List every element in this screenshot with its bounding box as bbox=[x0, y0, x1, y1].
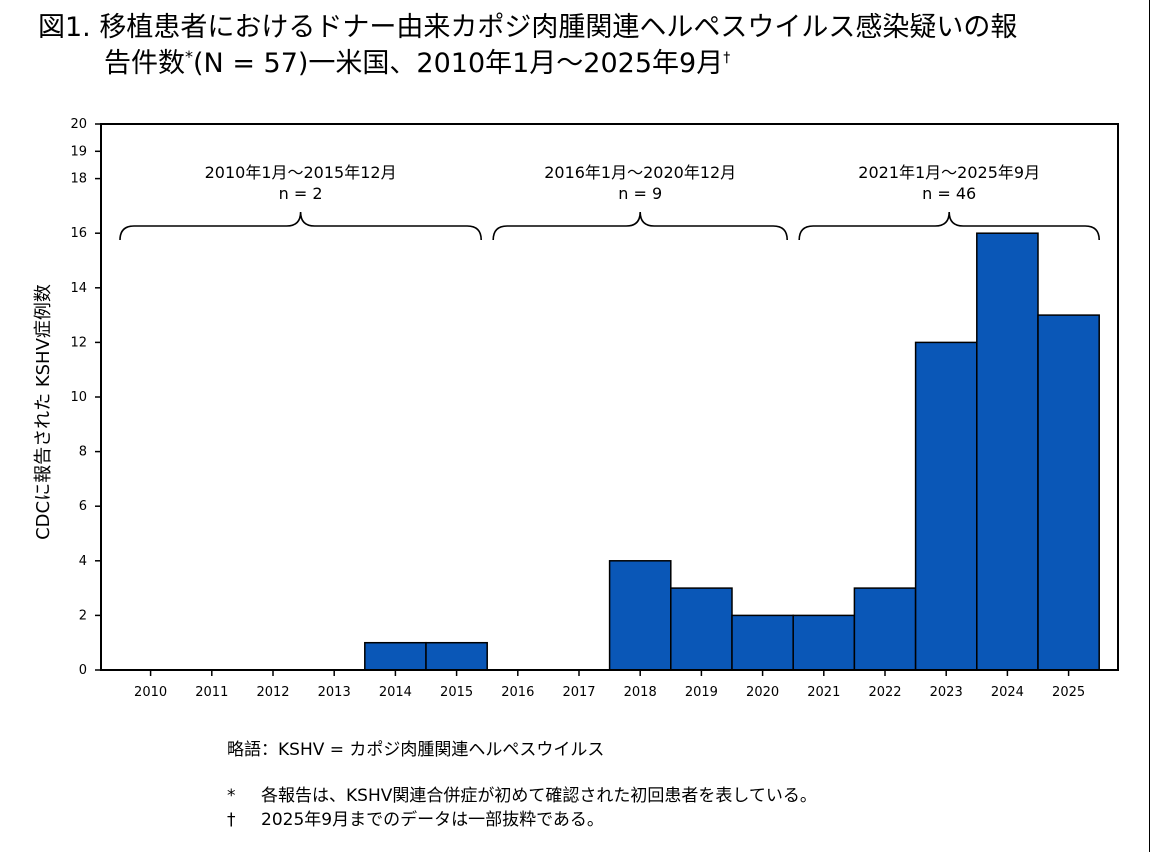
y-tick-label: 4 bbox=[79, 554, 87, 569]
bar-2018 bbox=[608, 560, 672, 671]
y-axis-label: CDCに報告された KSHV症例数 bbox=[33, 284, 54, 540]
x-tick-label: 2010 bbox=[134, 685, 167, 700]
title-line-2-rest: (N = 57)一米国、2010年1月〜2025年9月 bbox=[193, 48, 724, 79]
title-line-2: 告件数*(N = 57)一米国、2010年1月〜2025年9月† bbox=[38, 46, 1017, 82]
x-tick-label: 2023 bbox=[930, 685, 963, 700]
y-tick-label: 19 bbox=[70, 144, 87, 159]
x-tick-label: 2021 bbox=[807, 685, 840, 700]
y-tick-label: 8 bbox=[79, 445, 87, 460]
bar-2021 bbox=[792, 614, 856, 671]
bar-2023 bbox=[914, 341, 978, 671]
x-tick-label: 2011 bbox=[195, 685, 228, 700]
bar-2024 bbox=[976, 232, 1039, 671]
footnote-mark: † bbox=[227, 810, 236, 830]
footnote-text: 2025年9月までのデータは一部抜粋である。 bbox=[261, 810, 604, 830]
bar-2020 bbox=[731, 614, 794, 671]
title-asterisk: * bbox=[185, 47, 193, 66]
x-tick-label: 2017 bbox=[562, 685, 595, 700]
footnote: † 2025年9月までのデータは一部抜粋である。 bbox=[227, 808, 817, 832]
y-tick-label: 14 bbox=[70, 281, 87, 296]
x-tick-label: 2013 bbox=[318, 685, 351, 700]
x-tick-label: 2022 bbox=[868, 685, 901, 700]
bar-2025 bbox=[1037, 314, 1100, 671]
bar-2015 bbox=[425, 641, 488, 671]
period-label: 2010年1月〜2015年12月 bbox=[205, 163, 397, 182]
bar-2019 bbox=[670, 587, 733, 671]
period-count: n = 9 bbox=[618, 184, 662, 203]
y-tick-label: 0 bbox=[79, 663, 87, 678]
x-tick-label: 2018 bbox=[624, 685, 657, 700]
period-label: 2021年1月〜2025年9月 bbox=[858, 163, 1040, 182]
bar-2014 bbox=[364, 641, 427, 671]
y-tick-label: 16 bbox=[70, 226, 87, 241]
x-tick-label: 2012 bbox=[256, 685, 289, 700]
figure-title: 図1. 移植患者におけるドナー由来カポジ肉腫関連ヘルペスウイルス感染疑いの報 告… bbox=[38, 10, 1017, 82]
period-count: n = 2 bbox=[279, 184, 323, 203]
period-brace bbox=[492, 211, 788, 241]
x-tick-label: 2020 bbox=[746, 685, 779, 700]
histogram-chart: 0 2 4 6 8 10 12 14 16 18 19 20 2010 2011 2012 2013 2014 2… bbox=[33, 117, 1119, 700]
footnote: * 各報告は、KSHV関連合併症が初めて確認された初回患者を表している。 bbox=[227, 784, 817, 808]
y-tick-label: 20 bbox=[70, 117, 87, 132]
y-tick-label: 18 bbox=[70, 172, 87, 187]
notes: 略語：KSHV = カポジ肉腫関連ヘルペスウイルス * 各報告は、KSHV関連合… bbox=[227, 738, 817, 832]
period-brace bbox=[119, 211, 482, 241]
y-tick-label: 12 bbox=[70, 335, 87, 350]
title-dagger: † bbox=[723, 50, 731, 66]
abbreviation-note: 略語：KSHV = カポジ肉腫関連ヘルペスウイルス bbox=[227, 740, 605, 760]
period-count: n = 46 bbox=[922, 184, 976, 203]
x-tick-label: 2015 bbox=[440, 685, 473, 700]
period-label: 2016年1月〜2020年12月 bbox=[544, 163, 736, 182]
y-tick-label: 10 bbox=[70, 390, 87, 405]
bar-2022 bbox=[853, 587, 917, 671]
y-tick-label: 6 bbox=[79, 499, 87, 514]
x-tick-label: 2019 bbox=[685, 685, 718, 700]
x-tick-label: 2016 bbox=[501, 685, 534, 700]
footnote-text: 各報告は、KSHV関連合併症が初めて確認された初回患者を表している。 bbox=[261, 786, 817, 806]
footnote-mark: * bbox=[227, 786, 236, 806]
period-brace bbox=[798, 211, 1100, 241]
x-tick-label: 2024 bbox=[991, 685, 1024, 700]
y-tick-label: 2 bbox=[79, 608, 87, 623]
title-line-2-main: 告件数 bbox=[104, 48, 185, 79]
title-line-1: 図1. 移植患者におけるドナー由来カポジ肉腫関連ヘルペスウイルス感染疑いの報 bbox=[38, 12, 1018, 43]
x-tick-label: 2025 bbox=[1052, 685, 1085, 700]
x-tick-label: 2014 bbox=[379, 685, 412, 700]
